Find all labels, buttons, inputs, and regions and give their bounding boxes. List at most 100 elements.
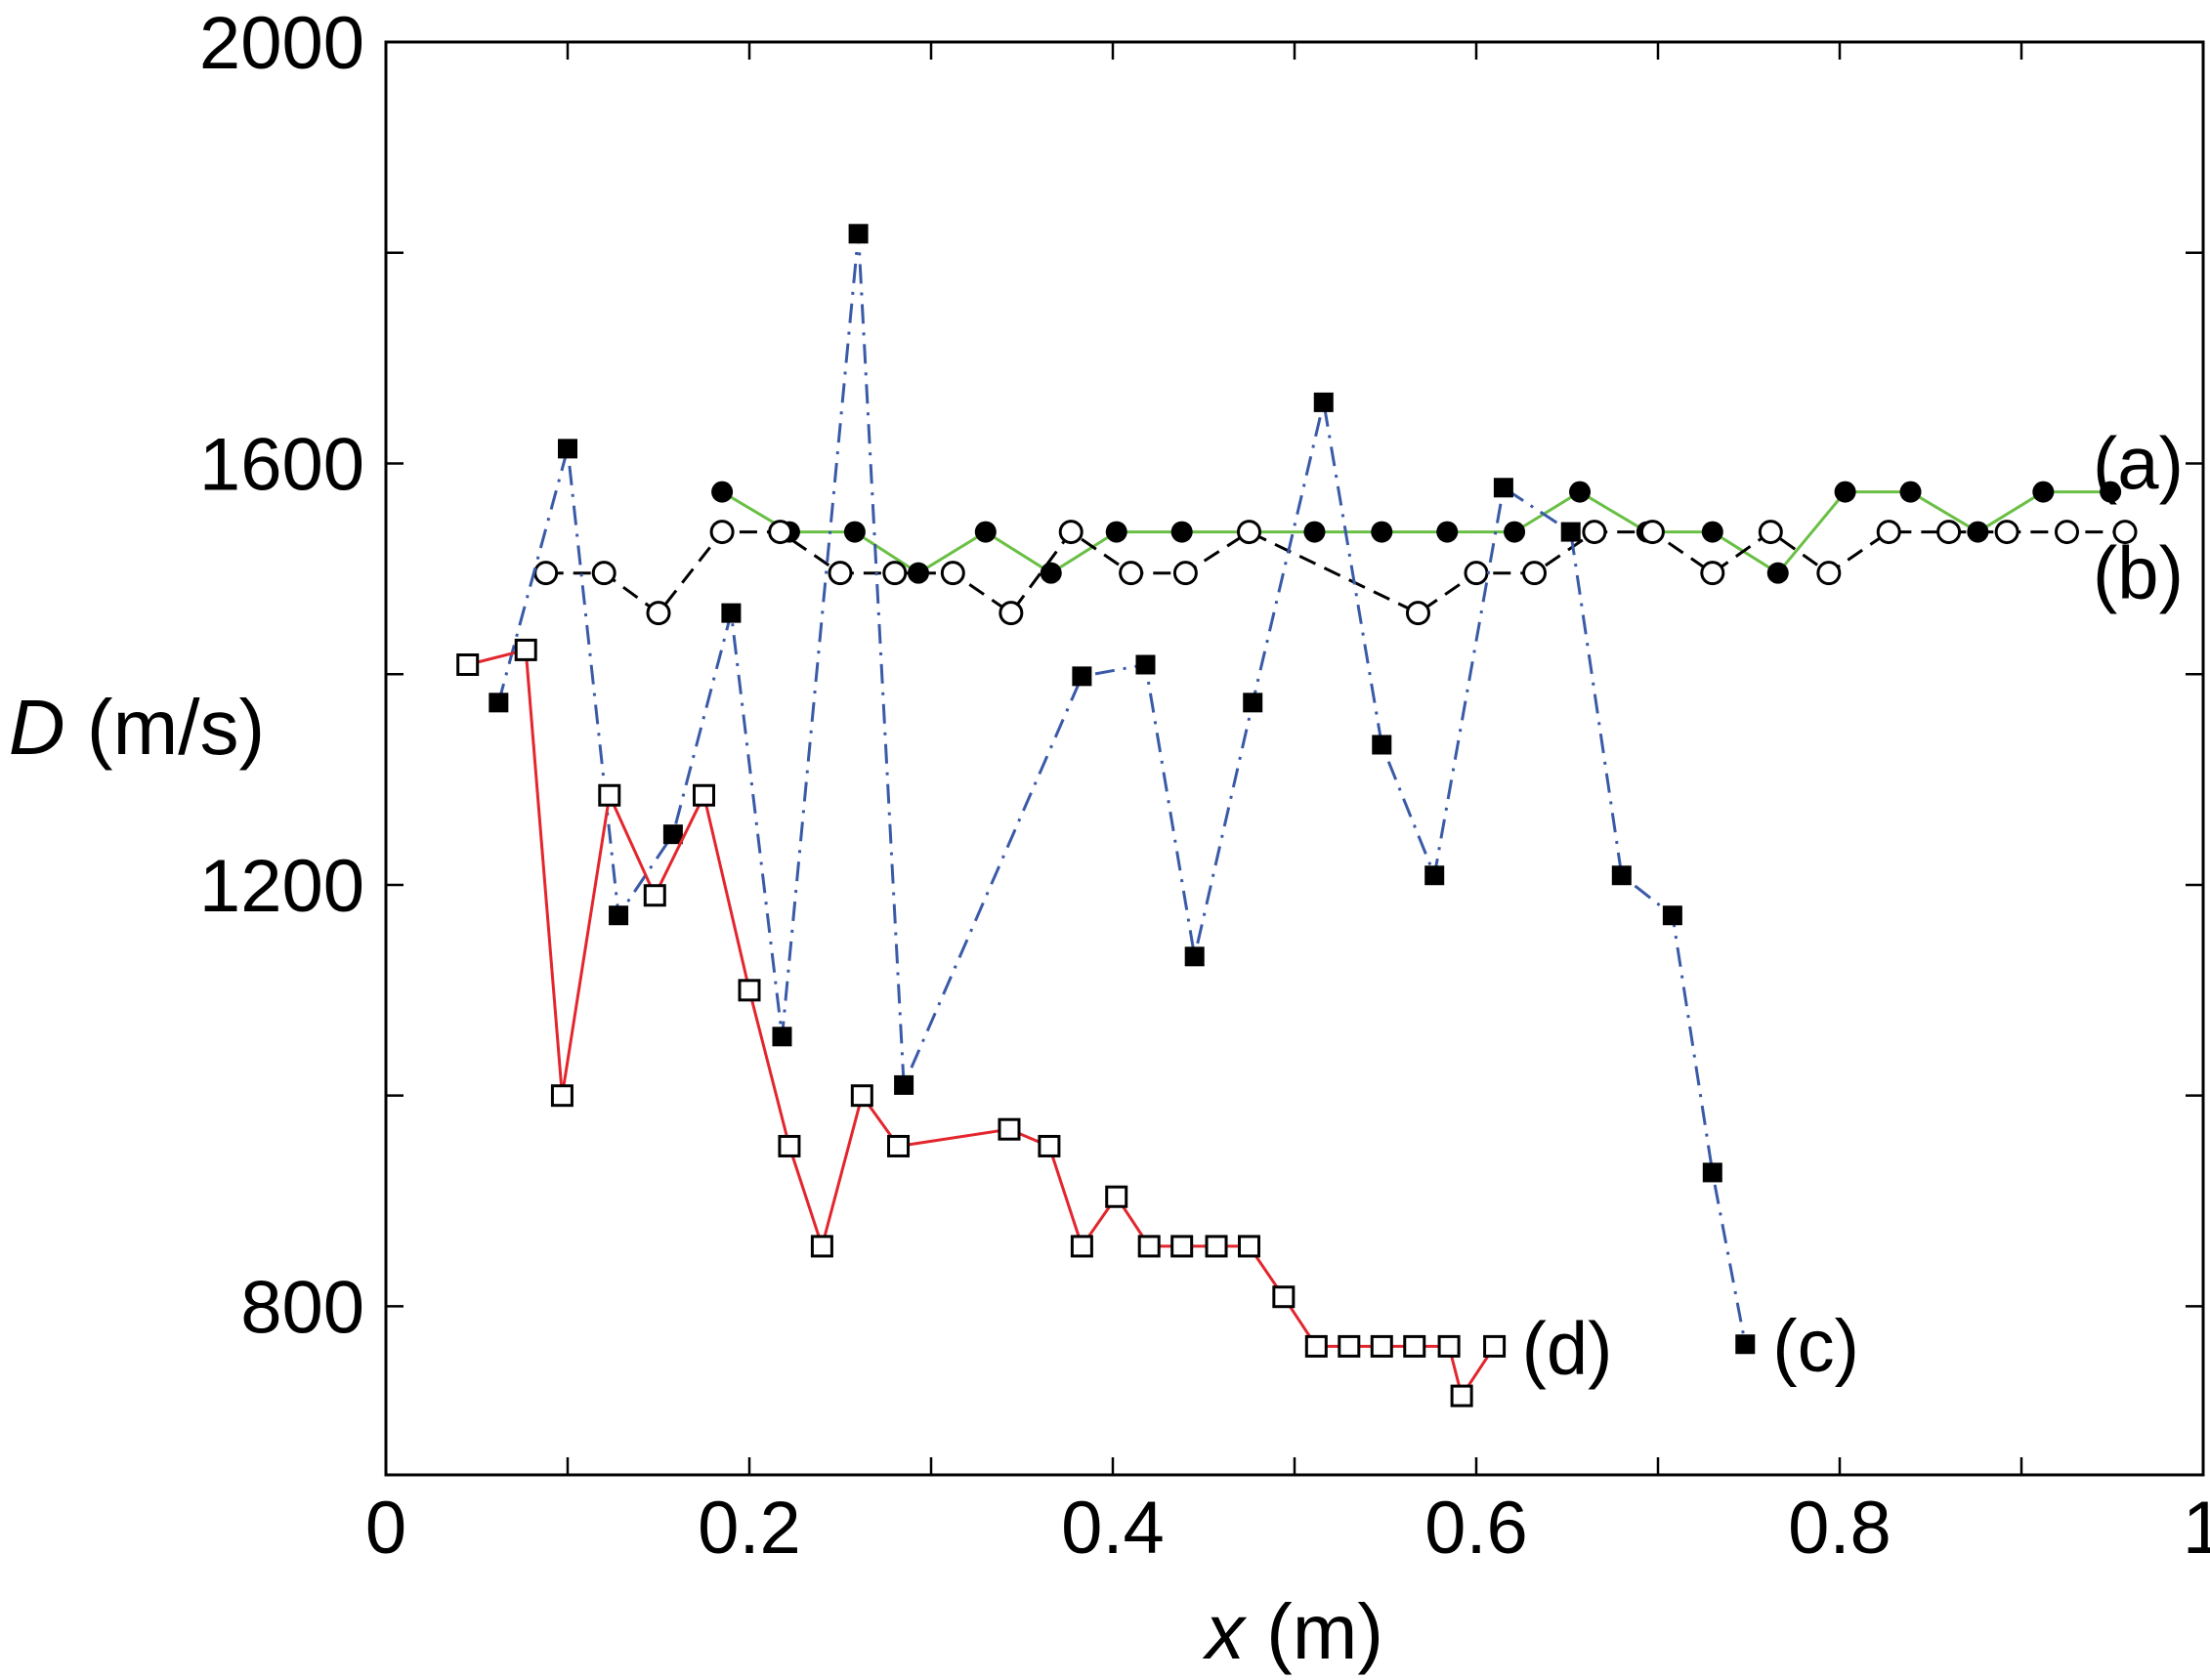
axis-ticks	[384, 40, 2205, 1475]
data-point	[1313, 392, 1334, 412]
data-point	[1405, 601, 1430, 626]
data-point	[738, 979, 761, 1002]
data-point	[456, 652, 480, 676]
data-point	[1238, 1235, 1260, 1258]
x-axis-unit: (m)	[1245, 1588, 1383, 1675]
series-line	[721, 490, 2111, 575]
data-point	[1437, 1334, 1461, 1358]
data-point	[1119, 561, 1144, 586]
data-point	[2100, 481, 2122, 503]
data-point	[1582, 520, 1607, 545]
series-label: (c)	[1772, 1305, 1859, 1388]
data-point	[2112, 520, 2138, 545]
data-point	[1994, 520, 2019, 545]
data-point	[711, 481, 734, 503]
data-point	[850, 1084, 873, 1108]
data-point	[598, 783, 621, 807]
data-point	[974, 521, 997, 543]
data-point	[1700, 561, 1725, 586]
data-point	[533, 561, 559, 586]
data-point	[1493, 478, 1513, 498]
data-point	[1876, 520, 1901, 545]
series-b	[533, 520, 2138, 626]
y-tick-label: 800	[240, 1266, 364, 1349]
data-point	[1370, 1334, 1393, 1358]
data-point	[1522, 561, 1548, 586]
data-point	[810, 1235, 833, 1258]
data-point	[1450, 1384, 1473, 1407]
data-point	[778, 1134, 801, 1157]
x-tick-label: 0.4	[1061, 1487, 1165, 1570]
data-point	[828, 561, 853, 586]
data-point	[1464, 561, 1489, 586]
data-point	[1504, 521, 1526, 543]
data-point	[940, 561, 965, 586]
y-axis-unit: (m/s)	[65, 684, 265, 771]
data-point	[1403, 1334, 1426, 1358]
data-point	[1834, 481, 1856, 503]
y-axis-title: D (m/s)	[9, 684, 265, 771]
data-point	[1184, 946, 1205, 967]
data-point	[1436, 521, 1459, 543]
y-tick-label: 2000	[199, 2, 364, 85]
data-point	[643, 884, 666, 907]
x-axis-variable: x	[1202, 1588, 1248, 1675]
data-point	[662, 824, 683, 845]
y-axis-variable: D	[9, 684, 65, 771]
x-tick-label: 0.8	[1788, 1487, 1891, 1570]
data-point	[1105, 1185, 1128, 1208]
data-point	[1170, 521, 1193, 543]
data-point	[843, 521, 866, 543]
data-point	[772, 1027, 792, 1047]
data-point	[1172, 561, 1198, 586]
data-point	[1701, 521, 1723, 543]
plot-area	[384, 40, 2205, 1477]
data-point	[1137, 1235, 1161, 1258]
x-tick-label: 0.6	[1424, 1487, 1528, 1570]
series-label: (b)	[2093, 532, 2184, 615]
data-point	[709, 520, 735, 545]
series-d	[456, 638, 1507, 1407]
data-point	[1936, 520, 1962, 545]
data-point	[1272, 1285, 1296, 1309]
data-point	[1424, 865, 1445, 886]
data-point	[550, 1084, 574, 1108]
data-point	[609, 905, 629, 926]
data-point	[1304, 1334, 1328, 1358]
data-point	[1702, 1162, 1722, 1183]
x-tick-label: 0.2	[698, 1487, 801, 1570]
data-point	[1372, 735, 1392, 755]
data-point	[1662, 905, 1682, 926]
data-point	[1135, 654, 1156, 675]
data-point	[1758, 520, 1783, 545]
data-point	[1040, 562, 1062, 584]
data-point	[1205, 1235, 1228, 1258]
data-point	[1639, 520, 1665, 545]
data-point	[1038, 1134, 1061, 1157]
series-line	[467, 648, 1496, 1398]
x-axis-title: x (m)	[1202, 1588, 1383, 1675]
data-point	[882, 561, 908, 586]
data-point	[1072, 666, 1092, 687]
data-point	[591, 561, 616, 586]
data-point	[1899, 481, 1922, 503]
data-point	[1483, 1334, 1507, 1358]
data-point	[646, 601, 671, 626]
data-point	[1237, 520, 1261, 545]
series-layer	[456, 224, 2138, 1407]
data-point	[2055, 520, 2079, 545]
data-point	[1766, 562, 1789, 584]
data-point	[1611, 865, 1632, 886]
data-point	[1338, 1334, 1361, 1358]
series-c	[489, 224, 1756, 1355]
data-point	[999, 601, 1024, 626]
y-tick-label: 1200	[199, 845, 364, 928]
data-point	[1371, 521, 1393, 543]
y-tick-label: 1600	[199, 423, 364, 506]
x-tick-label: 0	[365, 1487, 406, 1570]
data-point	[558, 439, 577, 459]
data-point	[768, 520, 793, 545]
data-point	[693, 783, 715, 807]
series-line	[496, 231, 1747, 1345]
